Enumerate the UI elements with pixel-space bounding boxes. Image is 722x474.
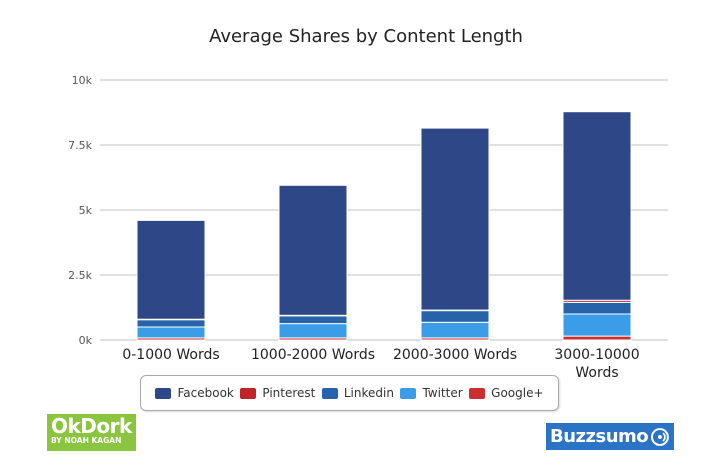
y-tick-label: 7.5k bbox=[68, 139, 92, 152]
legend-swatch bbox=[400, 387, 417, 399]
legend-swatch bbox=[321, 387, 338, 399]
bar-segment-facebook bbox=[136, 219, 206, 320]
legend-item-linkedin[interactable]: Linkedin bbox=[321, 386, 394, 400]
x-tick-label: 1000-2000 Words bbox=[251, 347, 375, 363]
bar-segment-facebook bbox=[278, 184, 348, 316]
buzzsumo-logo: Buzzsumo bbox=[546, 423, 674, 450]
okdork-logo-subtext: BY NOAH KAGAN bbox=[51, 436, 122, 445]
bar-segment-linkedin bbox=[278, 315, 348, 325]
x-tick-label: 2000-3000 Words bbox=[393, 347, 517, 363]
legend-item-twitter[interactable]: Twitter bbox=[400, 386, 463, 400]
legend-label: Google+ bbox=[491, 386, 544, 400]
y-tick-label: 5k bbox=[79, 204, 93, 217]
legend-label: Pinterest bbox=[262, 386, 316, 400]
legend-swatch bbox=[240, 387, 257, 399]
legend-label: Facebook bbox=[177, 386, 234, 400]
chart-title: Average Shares by Content Length bbox=[209, 26, 523, 47]
legend-item-facebook[interactable]: Facebook bbox=[155, 386, 234, 400]
okdork-logo-text: OkDork bbox=[51, 414, 132, 438]
bar-segment-twitter bbox=[562, 313, 632, 337]
bar-segment-twitter bbox=[278, 323, 348, 339]
legend-label: Linkedin bbox=[343, 386, 394, 400]
bars bbox=[136, 111, 632, 341]
buzzsumo-logo-text: Buzzsumo bbox=[550, 426, 649, 447]
bar-segment-facebook bbox=[420, 127, 490, 311]
bar-segment-twitter bbox=[136, 326, 206, 339]
legend-swatch bbox=[155, 387, 172, 399]
x-axis-ticks: 0-1000 Words 1000-2000 Words 2000-3000 Wor… bbox=[122, 347, 639, 381]
bar-segment-twitter bbox=[420, 321, 490, 339]
signal-icon bbox=[651, 427, 670, 446]
y-tick-label: 2.5k bbox=[68, 269, 92, 282]
legend-item-google-[interactable]: Google+ bbox=[469, 386, 544, 400]
legend: Facebook Pinterest Linkedin Twitter Google+ bbox=[140, 375, 559, 411]
bar-segment-google- bbox=[562, 335, 632, 341]
bar-segment-facebook bbox=[562, 111, 632, 301]
bar-segment-linkedin bbox=[562, 301, 632, 315]
bar-segment-linkedin bbox=[420, 310, 490, 323]
y-tick-label: 0k bbox=[79, 334, 93, 347]
y-tick-label: 10k bbox=[72, 74, 93, 87]
legend-item-pinterest[interactable]: Pinterest bbox=[240, 386, 315, 400]
y-axis-ticks: 0k 2.5k 5k 7.5k 10k bbox=[68, 74, 92, 347]
okdork-logo: OkDork BY NOAH KAGAN bbox=[47, 414, 136, 451]
x-tick-label: 0-1000 Words bbox=[122, 347, 219, 363]
x-tick-label: 3000-10000 Words bbox=[554, 347, 639, 381]
bar-segment-linkedin bbox=[136, 319, 206, 328]
legend-label: Twitter bbox=[422, 386, 463, 400]
legend-swatch bbox=[469, 387, 486, 399]
